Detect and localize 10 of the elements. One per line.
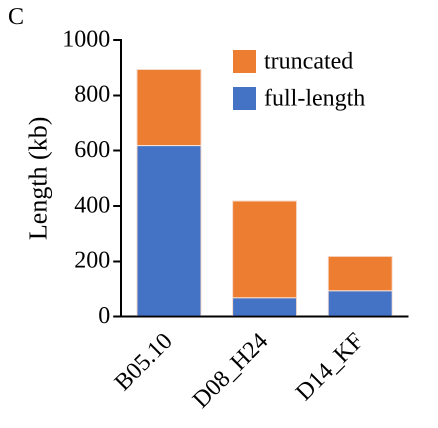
text: C xyxy=(8,4,24,31)
y-tick-label: 1000 xyxy=(62,26,110,52)
y-tick-label: 600 xyxy=(74,136,110,163)
y-tick-label: 400 xyxy=(74,192,110,218)
y-tick-label: 800 xyxy=(74,82,110,108)
legend-label: truncated xyxy=(264,48,354,74)
y-axis-title: Length (kb) xyxy=(23,116,52,240)
legend-label: full-length xyxy=(264,85,366,112)
y-tick-label: 0 xyxy=(98,302,110,329)
y-tick-label: 200 xyxy=(74,248,110,274)
